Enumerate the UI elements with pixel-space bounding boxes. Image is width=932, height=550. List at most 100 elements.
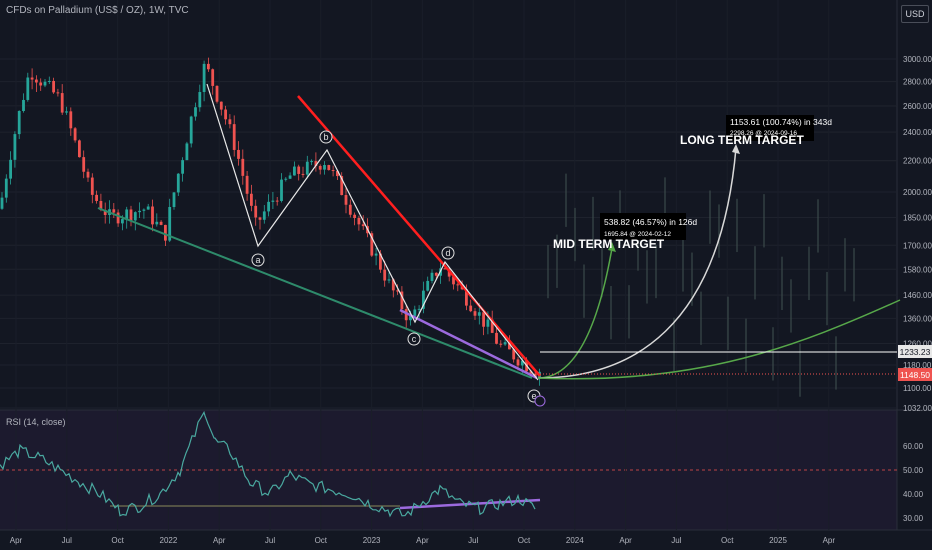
long-term-target: 1153.61 (100.74%) in 343d 2298.26 @ 2024… [680, 115, 832, 147]
candle-body [65, 111, 68, 113]
candle-body [456, 284, 460, 286]
candle-body [301, 173, 305, 175]
price-tick-label: 3000.00 [903, 55, 932, 64]
candle-body [370, 233, 374, 256]
candle-body [198, 92, 202, 108]
candle-body [344, 195, 348, 205]
rsi-divergence-line [399, 498, 541, 510]
time-tick-label: 2023 [363, 536, 381, 545]
candle-body [39, 82, 43, 86]
last-price-badge [898, 368, 932, 381]
candle-body [228, 119, 232, 125]
candle-body [155, 221, 159, 225]
candle-body [473, 311, 477, 316]
time-tick-label: Oct [315, 536, 328, 545]
candle-body [426, 280, 430, 291]
time-tick-label: 2025 [769, 536, 787, 545]
chart-title: CFDs on Palladium (US$ / OZ), 1W, TVC [6, 5, 189, 16]
currency-button[interactable]: USD [901, 5, 929, 23]
candle-body [146, 206, 150, 210]
candle-body [391, 279, 395, 291]
candle-body [516, 359, 520, 366]
candle-body [430, 272, 434, 281]
candle-body [465, 289, 468, 306]
candle-body [262, 211, 266, 220]
mid-term-target: 538.82 (46.57%) in 126d 1695.84 @ 2024-0… [553, 213, 697, 251]
candle-body [258, 217, 262, 220]
candle-body [86, 171, 90, 178]
time-tick-label: Apr [416, 536, 429, 545]
candle-body [452, 276, 455, 285]
candle-body [379, 253, 382, 270]
candle-body [202, 63, 206, 93]
candle-body [490, 319, 494, 333]
candle-body [469, 305, 473, 312]
candle-body [387, 279, 391, 281]
candle-body [189, 116, 193, 144]
candle-body [336, 170, 339, 177]
price-divergence-line [399, 308, 538, 380]
candle-body [185, 143, 189, 161]
candle-body [211, 69, 215, 86]
candle-body [297, 166, 301, 174]
elliott-wave-path [206, 83, 539, 381]
price-tick-label: 2200.00 [903, 157, 932, 166]
time-tick-label: Jul [468, 536, 478, 545]
candle-body [434, 272, 438, 276]
candle-body [116, 212, 120, 224]
mid-measure-text: 538.82 (46.57%) in 126d [604, 217, 697, 227]
candle-body [168, 207, 172, 241]
long-arrow [732, 144, 740, 154]
candle-body [499, 343, 503, 345]
candle-body [82, 157, 86, 172]
candle-body [30, 77, 34, 80]
candle-body [409, 315, 412, 321]
long-term-label: LONG TERM TARGET [680, 133, 804, 147]
price-tick-label: 2400.00 [903, 128, 932, 137]
time-tick-label: Jul [265, 536, 275, 545]
candle-body [22, 99, 25, 112]
price-tick-label: 1700.00 [903, 241, 932, 250]
candle-body [215, 85, 219, 102]
candle-body [103, 209, 107, 215]
price-axis: 3000.00 2800.00 2600.00 2400.00 2200.00 2000.… [0, 55, 932, 413]
candle-body [60, 93, 64, 113]
candle-body [35, 79, 38, 83]
support-trendline [97, 207, 533, 379]
svg-text:c: c [412, 334, 417, 344]
price-tick-label: 2800.00 [903, 78, 932, 87]
candle-body [112, 209, 116, 213]
svg-text:b: b [323, 132, 328, 142]
mid-term-label: MID TERM TARGET [553, 237, 665, 251]
rsi-line [0, 410, 536, 518]
candle-body [13, 134, 17, 160]
candle-body [495, 332, 498, 344]
candle-body [422, 290, 425, 309]
candle-body [413, 309, 417, 316]
candle-body [271, 200, 275, 202]
candle-body [26, 77, 30, 100]
price-tick-label: 1360.00 [903, 314, 932, 323]
mid-term-projection [537, 247, 613, 379]
candle-body [443, 268, 447, 270]
svg-text:e: e [531, 391, 536, 401]
candle-body [9, 159, 12, 179]
rsi-tick-label: 50.00 [903, 466, 924, 475]
candle-body [400, 291, 404, 310]
price-tick-label: 1580.00 [903, 265, 932, 274]
candle-body [310, 161, 313, 163]
candle-body [125, 209, 129, 220]
candle-body [512, 349, 516, 360]
long-arc-projection [537, 299, 901, 380]
candle-body [383, 269, 387, 281]
rsi-axis: 60.00 50.00 40.00 30.00 [0, 442, 924, 523]
candle-body [361, 224, 365, 227]
candle-body [482, 312, 485, 327]
candle-body [323, 165, 326, 170]
long-measure-text: 1153.61 (100.74%) in 343d [730, 117, 832, 127]
trend-drawings [97, 83, 901, 510]
candle-body [520, 360, 524, 366]
candle-body [331, 170, 335, 172]
candle-body [207, 63, 210, 70]
